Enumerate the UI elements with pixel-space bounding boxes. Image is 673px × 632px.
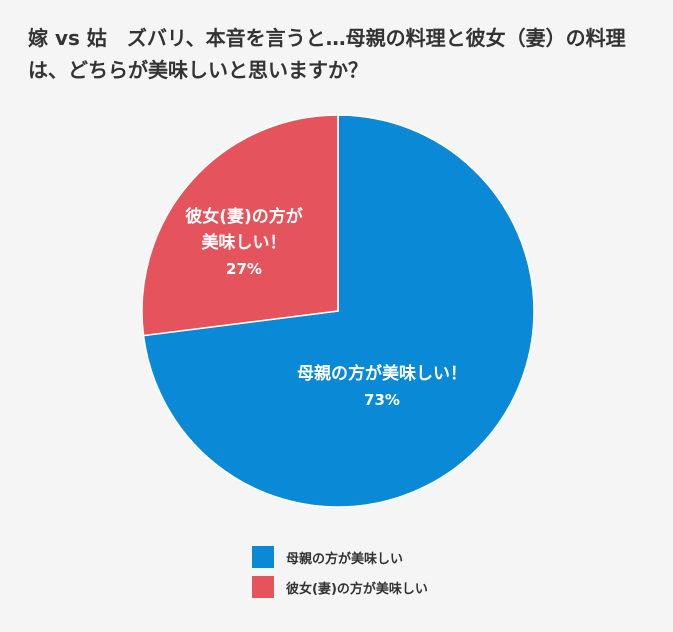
slice-mother	[142, 114, 535, 508]
chart-legend: 母親の方が美味しい 彼女(妻)の方が美味しい	[252, 546, 428, 606]
pie-chart: 母親の方が美味しい！ 73% 彼女(妻)の方が美味しい！ 27%	[141, 114, 535, 508]
legend-item-partner: 彼女(妻)の方が美味しい	[252, 576, 428, 598]
legend-item-mother: 母親の方が美味しい	[252, 546, 428, 568]
slice-label-partner: 彼女(妻)の方が美味しい！ 27%	[185, 206, 303, 278]
chart-title: 嫁 vs 姑 ズバリ、本音を言うと…母親の料理と彼女（妻）の料理は、どちらが美味…	[28, 26, 626, 82]
legend-label-mother: 母親の方が美味しい	[286, 551, 404, 567]
legend-label-partner: 彼女(妻)の方が美味しい	[286, 581, 428, 597]
slice-partner	[141, 114, 339, 337]
legend-swatch-partner	[252, 576, 274, 598]
legend-swatch-mother	[252, 546, 274, 568]
slice-label-mother: 母親の方が美味しい！ 73%	[297, 363, 467, 409]
